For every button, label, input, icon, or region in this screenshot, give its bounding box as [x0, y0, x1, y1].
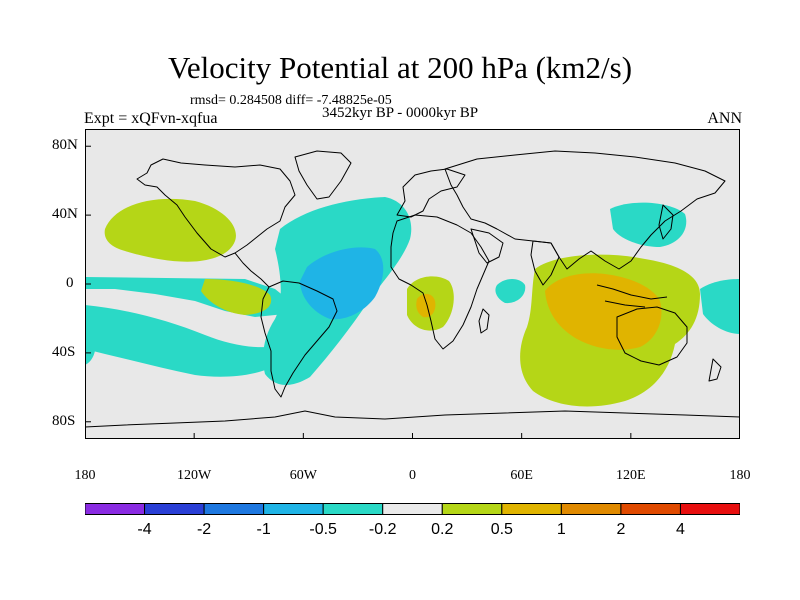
coast-south-america — [260, 280, 338, 398]
maritime-continent-core — [545, 273, 662, 350]
colorbar-label: 1 — [556, 521, 566, 538]
velocity-potential-map — [85, 129, 740, 439]
coastlines — [85, 150, 740, 428]
latitude-ticks — [85, 145, 91, 423]
coast-indonesia — [596, 284, 668, 308]
west-pacific-patch — [610, 202, 687, 247]
season-label: ANN — [707, 110, 742, 127]
colorbar-label: -0.5 — [309, 521, 337, 538]
coast-antarctica — [85, 410, 740, 428]
lat-tick-label: 80N — [52, 137, 78, 154]
colorbar-label: 2 — [616, 521, 626, 538]
lat-tick-label: 40N — [52, 206, 78, 223]
west-indian-patch — [495, 279, 526, 304]
colorbar-swatch — [203, 503, 265, 515]
coast-greenland — [294, 150, 352, 200]
chart-title: Velocity Potential at 200 hPa (km2/s) — [167, 50, 633, 85]
colorbar-swatch — [382, 503, 443, 515]
coast-europe — [396, 168, 466, 218]
coast-north-america — [136, 158, 296, 258]
lon-tick-label: 180 — [729, 468, 751, 483]
atlantic-positive-core — [416, 293, 436, 318]
contour-neg-05 — [300, 247, 384, 320]
experiment-label: Expt = xQFvn-xqfua — [84, 110, 218, 127]
colorbar — [85, 503, 740, 515]
lon-tick-label: 60W — [289, 468, 317, 483]
coast-australia — [616, 306, 688, 366]
colorbar-swatch — [620, 503, 681, 515]
colorbar-swatch — [144, 503, 205, 515]
colorbar-label: -1 — [256, 521, 271, 538]
colorbar-swatch — [560, 503, 622, 515]
coast-new-zealand — [708, 358, 722, 382]
lat-tick-label: 80S — [52, 412, 76, 429]
lon-tick-label: 0 — [409, 468, 416, 483]
coast-arabia — [470, 228, 504, 264]
period-label: 3452kyr BP - 0000kyr BP — [322, 105, 479, 121]
coast-madagascar — [478, 308, 490, 334]
coast-japan — [658, 204, 674, 240]
longitude-ticks — [85, 433, 740, 439]
colorbar-swatch — [322, 503, 384, 515]
lon-tick-label: 60E — [510, 468, 533, 483]
stats-label: rmsd= 0.284508 diff= -7.48825e-05 — [190, 93, 392, 108]
coast-central-america — [234, 252, 270, 288]
lon-tick-label: 120W — [177, 468, 212, 483]
southeast-pacific-patch — [201, 279, 272, 315]
colorbar-label: 0.2 — [431, 521, 454, 538]
colorbar-swatch — [263, 503, 324, 515]
colorbar-label: -2 — [196, 521, 212, 538]
colorbar-swatch — [85, 503, 146, 515]
coast-asia — [444, 150, 726, 270]
coast-africa — [390, 214, 490, 350]
colorbar-label: 0.5 — [490, 521, 513, 538]
lat-tick-label: 40S — [52, 343, 76, 360]
colorbar-swatch — [679, 503, 740, 515]
pacific-south-band — [85, 305, 290, 377]
coast-india — [530, 240, 560, 286]
colorbar-swatch — [441, 503, 503, 515]
colorbar-label: -4 — [137, 521, 152, 538]
contour-pos-05 — [416, 273, 662, 350]
west-edge-patch — [85, 334, 96, 365]
colorbar-label: 4 — [676, 521, 685, 538]
colorbar-swatch — [501, 503, 562, 515]
north-pacific-patch — [104, 198, 236, 262]
east-edge-patch — [700, 279, 740, 334]
lon-tick-label: 180 — [74, 468, 96, 483]
colorbar-label: -0.2 — [368, 521, 397, 538]
lat-tick-label: 0 — [66, 275, 74, 291]
lon-tick-label: 120E — [616, 468, 646, 483]
